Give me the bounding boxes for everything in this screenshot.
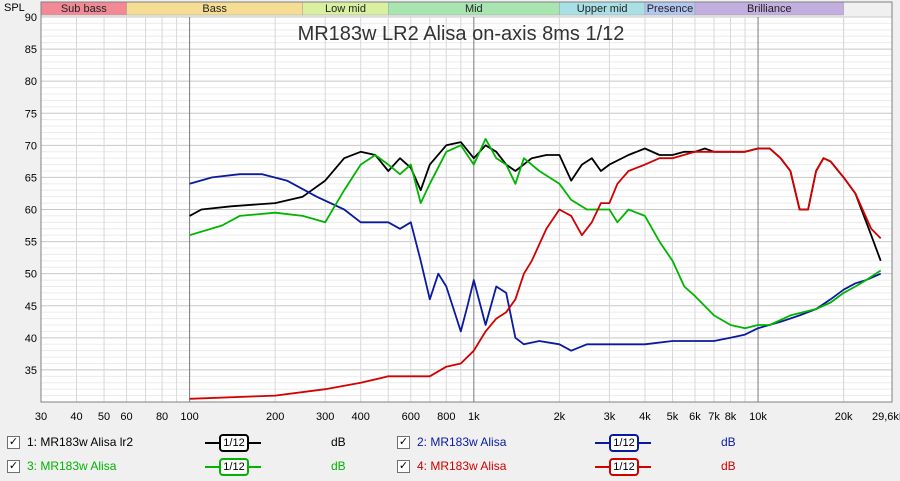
plot-border [40, 1, 893, 403]
y-tick-label: 75 [25, 108, 37, 120]
series-line-3 [189, 138, 882, 330]
x-tick-label: 100 [180, 411, 198, 423]
band-label: Low mid [325, 3, 366, 15]
y-tick-label: 40 [25, 333, 37, 345]
band-label: Brilliance [747, 3, 792, 15]
smoothing-label: 1/12 [219, 458, 249, 476]
y-tick-label: 35 [25, 365, 37, 377]
y-axis-label: SPL [4, 2, 25, 14]
x-tick-label: 600 [402, 411, 420, 423]
y-tick-label: 55 [25, 237, 37, 249]
x-tick-label: 30 [35, 411, 47, 423]
x-tick-label: 60 [120, 411, 132, 423]
legend-unit: dB [721, 459, 736, 473]
x-tick-label: 29,6kHz [872, 411, 900, 423]
legend-unit: dB [721, 435, 736, 449]
y-tick-label: 65 [25, 172, 37, 184]
x-tick-label: 4k [639, 411, 651, 423]
y-tick-label: 70 [25, 140, 37, 152]
legend-checkbox[interactable]: ✓ [397, 436, 410, 449]
smoothing-label: 1/12 [219, 434, 249, 452]
tick-labels: 35 40 45 50 55 60 65 70 75 80 85 90 30 40 50 60 80 100 200… [25, 12, 900, 423]
band-label: Sub bass [61, 3, 107, 15]
x-tick-label: 400 [352, 411, 370, 423]
x-tick-label: 6k [689, 411, 701, 423]
smoothing-indicator[interactable]: 1/12 [595, 457, 651, 476]
x-tick-label: 20k [835, 411, 853, 423]
x-tick-label: 1k [468, 411, 480, 423]
smoothing-indicator[interactable]: 1/12 [205, 457, 261, 476]
legend-checkbox[interactable]: ✓ [397, 460, 410, 473]
band-label: Mid [465, 3, 483, 15]
smoothing-label: 1/12 [609, 434, 639, 452]
x-tick-label: 200 [266, 411, 284, 423]
legend-unit: dB [331, 459, 346, 473]
legend: ✓ 1: MR183w Alisa lr2 1/12 dB ✓ 2: MR183w Ali… [0, 428, 900, 481]
y-tick-label: 85 [25, 44, 37, 56]
series-layer [189, 138, 882, 400]
band-label: Presence [647, 3, 693, 15]
band-label: Upper mid [577, 3, 628, 15]
legend-item-3[interactable]: ✓ 3: MR183w Alisa 1/12 dB [7, 457, 387, 477]
x-tick-label: 80 [156, 411, 168, 423]
x-tick-label: 5k [667, 411, 679, 423]
grid [40, 16, 892, 403]
x-tick-label: 50 [98, 411, 110, 423]
legend-item-2[interactable]: ✓ 2: MR183w Alisa 1/12 dB [397, 433, 777, 453]
band-label: Bass [202, 3, 227, 15]
legend-unit: dB [331, 435, 346, 449]
y-tick-label: 60 [25, 205, 37, 217]
x-tick-label: 40 [70, 411, 82, 423]
smoothing-label: 1/12 [609, 458, 639, 476]
x-tick-label: 10k [749, 411, 767, 423]
legend-label: 4: MR183w Alisa [417, 459, 507, 473]
series-line-4 [189, 147, 882, 400]
x-tick-label: 800 [437, 411, 455, 423]
frequency-bands: Sub bass Bass Low mid Mid Upper mid Presence B… [40, 1, 844, 16]
legend-label: 3: MR183w Alisa [27, 459, 117, 473]
legend-item-4[interactable]: ✓ 4: MR183w Alisa 1/12 dB [397, 457, 777, 477]
series-line-2 [189, 173, 882, 352]
x-tick-label: 2k [554, 411, 566, 423]
y-tick-label: 90 [25, 12, 37, 24]
legend-label: 1: MR183w Alisa lr2 [27, 435, 134, 449]
legend-item-1[interactable]: ✓ 1: MR183w Alisa lr2 1/12 dB [7, 433, 387, 453]
y-tick-label: 50 [25, 269, 37, 281]
smoothing-indicator[interactable]: 1/12 [595, 433, 651, 452]
smoothing-indicator[interactable]: 1/12 [205, 433, 261, 452]
x-tick-label: 8k [725, 411, 737, 423]
legend-checkbox[interactable]: ✓ [7, 460, 20, 473]
x-tick-label: 3k [604, 411, 616, 423]
x-tick-label: 300 [316, 411, 334, 423]
x-tick-label: 7k [708, 411, 720, 423]
legend-label: 2: MR183w Alisa [417, 435, 507, 449]
chart-title: MR183w LR2 Alisa on-axis 8ms 1/12 [298, 23, 625, 45]
y-tick-label: 45 [25, 301, 37, 313]
legend-checkbox[interactable]: ✓ [7, 436, 20, 449]
y-tick-label: 80 [25, 76, 37, 88]
